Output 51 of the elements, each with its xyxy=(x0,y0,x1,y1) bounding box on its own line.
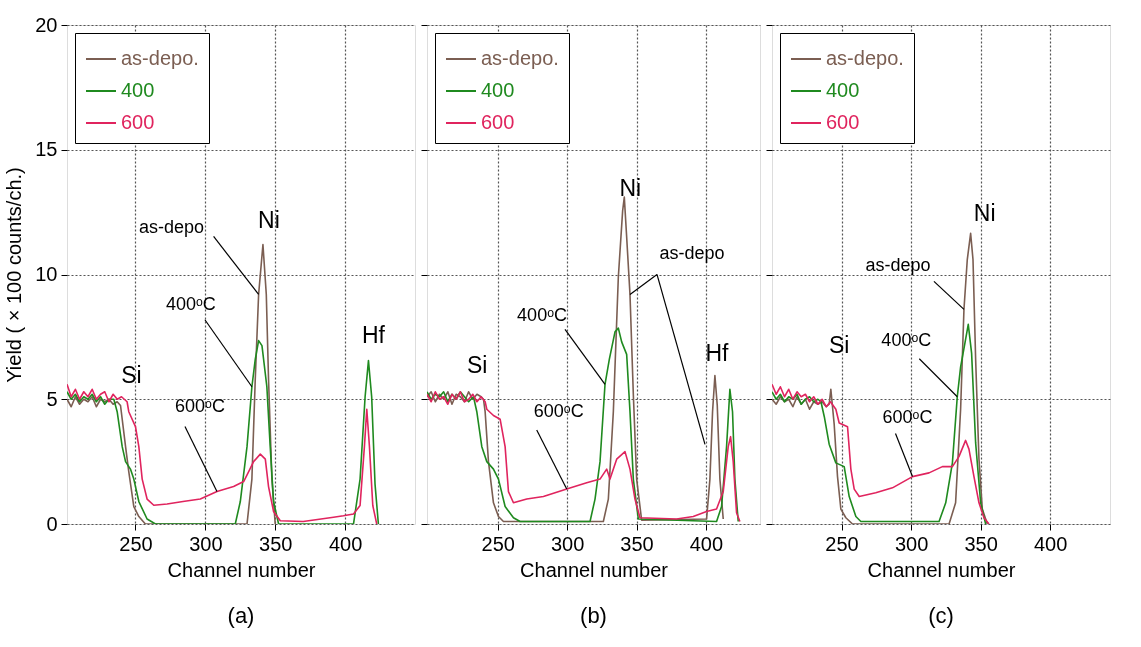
legend-label: 600 xyxy=(826,111,860,133)
annotation: Si xyxy=(466,352,488,379)
y-tick-label: 0 xyxy=(46,512,58,535)
annotation: Si xyxy=(121,361,142,388)
annotation: 400ᵒC xyxy=(881,329,932,350)
annotation: 400ᵒC xyxy=(517,305,567,326)
text: (b) xyxy=(580,603,607,628)
annotation: Si xyxy=(828,331,850,358)
legend-label: 400 xyxy=(481,79,515,101)
x-tick-label: 300 xyxy=(894,532,929,555)
x-tick-label: 300 xyxy=(189,532,223,555)
legend-label: as-depo. xyxy=(826,47,904,69)
annotation: Ni xyxy=(973,200,996,227)
legend-label: as-depo. xyxy=(121,47,199,69)
x-tick-label: 400 xyxy=(1034,532,1068,555)
annotation: 600ᵒC xyxy=(175,395,225,416)
x-axis-title: Channel number xyxy=(520,558,669,581)
x-tick-label: 250 xyxy=(825,532,859,555)
annotation: 400ᵒC xyxy=(165,293,216,314)
annotation: Hf xyxy=(705,339,730,366)
legend-label: 400 xyxy=(121,79,155,101)
legend-label: 600 xyxy=(481,111,515,133)
x-axis-title: Channel number xyxy=(867,558,1016,581)
annotation: Hf xyxy=(361,321,386,348)
x-tick-label: 350 xyxy=(964,532,998,555)
x-tick-label: 250 xyxy=(119,532,153,555)
legend-label: as-depo. xyxy=(481,47,559,69)
x-tick-label: 400 xyxy=(689,532,724,555)
annotation: as-depo xyxy=(865,255,931,276)
legend-label: 400 xyxy=(826,79,860,101)
text: (c) xyxy=(928,603,954,628)
annotation: as-depo xyxy=(139,217,205,238)
x-tick-label: 350 xyxy=(259,532,293,555)
y-tick-label: 15 xyxy=(35,138,58,161)
annotation: 600ᵒC xyxy=(533,401,584,422)
text: (a) xyxy=(227,603,255,628)
y-axis-title: Yield ( × 100 counts/ch.) xyxy=(3,167,26,383)
annotation: Ni xyxy=(619,175,642,202)
line-series xyxy=(67,383,378,524)
annotation: as-depo xyxy=(659,243,725,264)
y-tick-label: 10 xyxy=(35,263,58,285)
y-tick-label: 5 xyxy=(46,387,58,410)
x-tick-label: 250 xyxy=(481,532,515,555)
x-tick-label: 300 xyxy=(550,532,585,555)
annotation: Ni xyxy=(258,206,280,233)
x-tick-label: 400 xyxy=(328,532,363,555)
x-axis-title: Channel number xyxy=(167,558,316,581)
y-tick-label: 20 xyxy=(35,13,58,36)
x-tick-label: 350 xyxy=(620,532,654,555)
annotation: 600ᵒC xyxy=(882,406,933,427)
legend-label: 600 xyxy=(121,111,155,133)
